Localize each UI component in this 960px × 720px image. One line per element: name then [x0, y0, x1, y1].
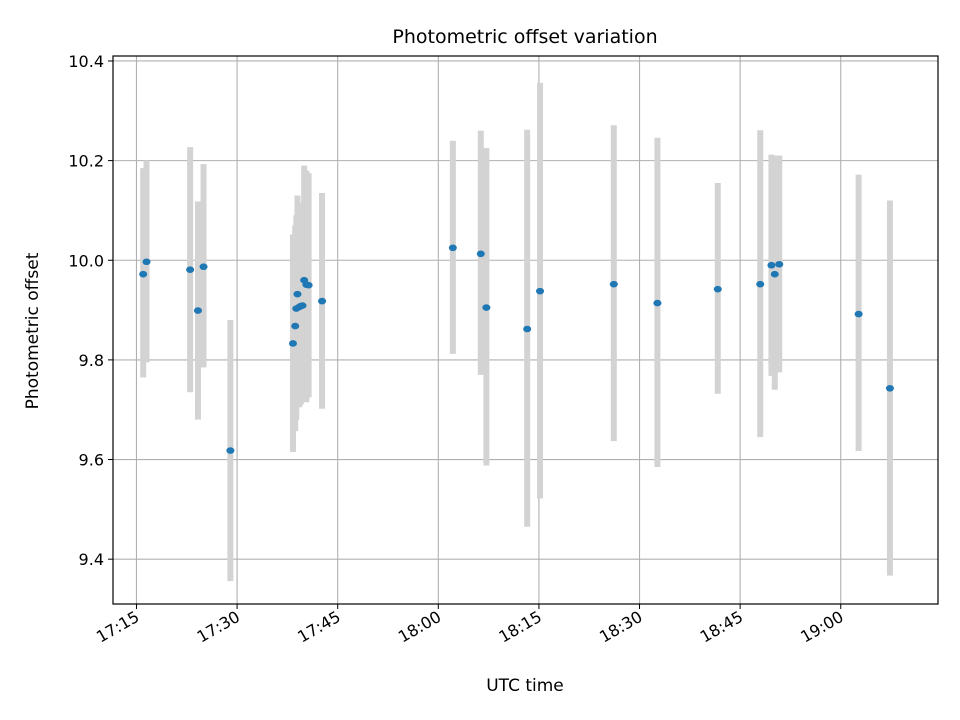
data-point: [293, 290, 302, 298]
data-points: [139, 244, 894, 454]
data-point: [193, 307, 202, 314]
data-point: [770, 270, 779, 278]
y-tick-label: 10.2: [68, 152, 104, 171]
x-tick-label: 18:00: [395, 607, 444, 647]
x-axis-title: UTC time: [486, 676, 564, 696]
x-tick-label: 17:15: [93, 607, 142, 647]
data-point: [476, 250, 485, 258]
data-point: [775, 260, 784, 268]
error-bars: [140, 82, 893, 582]
data-point: [142, 258, 151, 266]
data-point: [199, 263, 208, 271]
data-point: [304, 281, 313, 289]
data-point: [885, 384, 894, 392]
data-point: [609, 280, 618, 288]
data-point: [298, 302, 307, 309]
data-point: [653, 299, 662, 307]
data-point: [523, 325, 532, 333]
data-point: [139, 270, 148, 278]
y-tick-label: 9.8: [79, 351, 104, 370]
data-point: [854, 310, 863, 318]
plot-frame: [112, 55, 939, 605]
y-tick-label: 10.4: [68, 52, 104, 71]
x-tick-label: 18:15: [495, 607, 544, 647]
data-point: [448, 244, 457, 252]
data-point: [291, 322, 300, 330]
data-point: [756, 280, 765, 288]
x-tick-label: 18:45: [697, 607, 746, 647]
y-axis: 9.4 9.6 9.8 10.0 10.2 10.4: [68, 52, 113, 569]
y-tick-label: 10.0: [68, 251, 104, 270]
x-axis: 17:15 17:30 17:45 18:00 18:15 18:30 18:45 19:00: [93, 604, 847, 647]
data-point: [767, 261, 776, 269]
y-axis-title: Photometric offset: [23, 252, 43, 409]
data-point: [318, 297, 327, 305]
chart-title: Photometric offset variation: [392, 26, 657, 48]
x-tick-label: 18:30: [596, 607, 645, 647]
x-tick-label: 17:30: [194, 607, 243, 647]
data-point: [536, 287, 545, 295]
x-tick-label: 19:00: [797, 607, 846, 647]
data-point: [288, 340, 297, 347]
y-tick-label: 9.6: [79, 451, 104, 470]
data-point: [226, 447, 235, 454]
y-tick-label: 9.4: [79, 550, 104, 569]
data-point: [186, 266, 195, 274]
data-point: [713, 285, 722, 293]
data-point: [482, 304, 491, 311]
x-tick-label: 17:45: [294, 607, 343, 647]
